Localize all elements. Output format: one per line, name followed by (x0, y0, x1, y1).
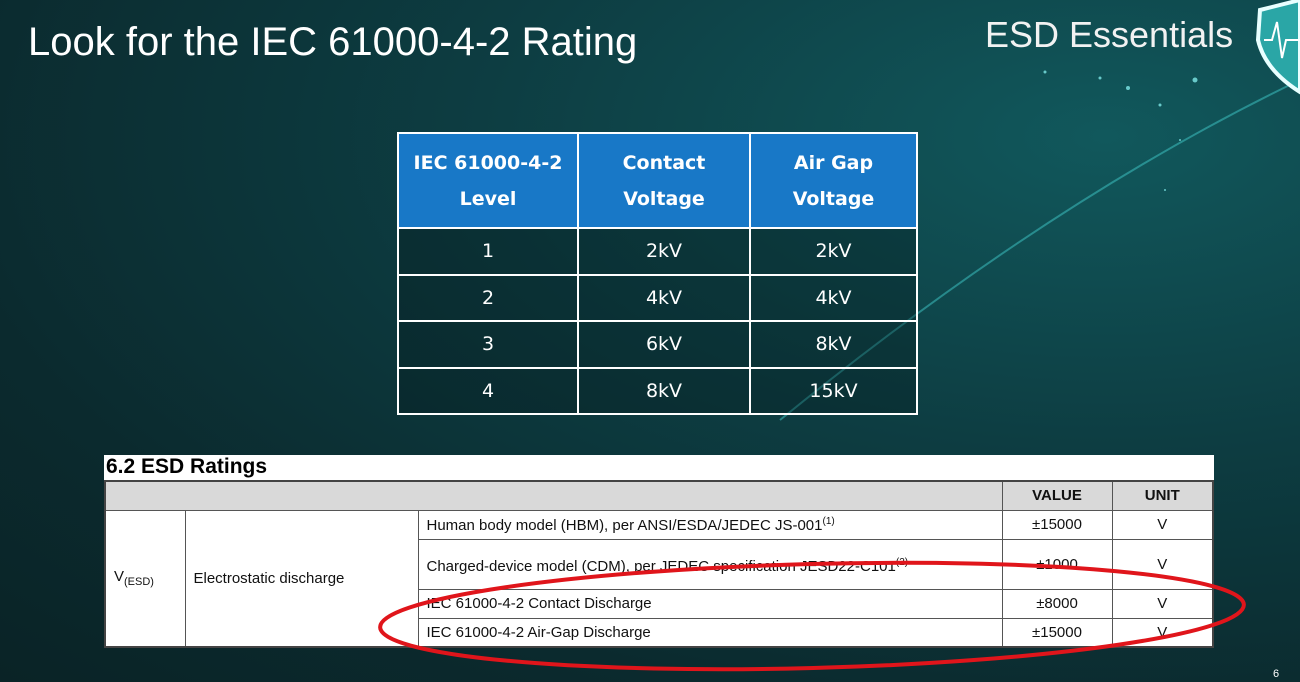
header-contact-voltage: Contact Voltage (577, 132, 751, 229)
table-cell: 4 (397, 366, 579, 415)
condition-text: Charged-device model (CDM), per JEDEC sp… (426, 557, 896, 575)
header-air-gap-voltage: Air Gap Voltage (749, 132, 918, 229)
value: ±8000 (1001, 588, 1113, 619)
table-cell: 2kV (577, 227, 751, 276)
table-cell: 2kV (749, 227, 918, 276)
table-cell: 4kV (749, 273, 918, 322)
table-cell: 15kV (749, 366, 918, 415)
footnote: (1) (822, 515, 835, 527)
table-cell: 1 (397, 227, 579, 276)
table-cell: 4kV (577, 273, 751, 322)
symbol-cell: V(ESD) (104, 509, 186, 648)
slide-title: Look for the IEC 61000-4-2 Rating (28, 20, 638, 64)
iec-level-table: IEC 61000-4-2 Level Contact Voltage Air … (397, 132, 918, 415)
condition: Human body model (HBM), per ANSI/ESDA/JE… (417, 509, 1003, 540)
table-row: 3 6kV 8kV (397, 320, 918, 369)
header-unit: UNIT (1111, 480, 1214, 511)
table-cell: 2 (397, 273, 579, 322)
unit: V (1111, 588, 1214, 619)
table-cell: 8kV (577, 366, 751, 415)
symbol: V (114, 568, 125, 586)
table-cell: 6kV (577, 320, 751, 369)
header-level: IEC 61000-4-2 Level (397, 132, 579, 229)
table-row: 2 4kV 4kV (397, 273, 918, 322)
table-row: 4 8kV 15kV (397, 366, 918, 415)
brand-name: ESD Essentials (985, 14, 1234, 55)
header-blank (104, 480, 1003, 511)
condition-text: Human body model (HBM), per ANSI/ESDA/JE… (426, 516, 823, 534)
table-cell: 3 (397, 320, 579, 369)
page-number: 6 (1273, 668, 1280, 680)
symbol-sub: (ESD) (124, 576, 154, 589)
condition: IEC 61000-4-2 Air-Gap Discharge (417, 617, 1003, 648)
value: ±15000 (1001, 617, 1113, 648)
table-row: 1 2kV 2kV (397, 227, 918, 276)
table-cell: 8kV (749, 320, 918, 369)
condition: IEC 61000-4-2 Contact Discharge (417, 588, 1003, 619)
esd-ratings-title: 6.2 ESD Ratings (104, 455, 1214, 480)
